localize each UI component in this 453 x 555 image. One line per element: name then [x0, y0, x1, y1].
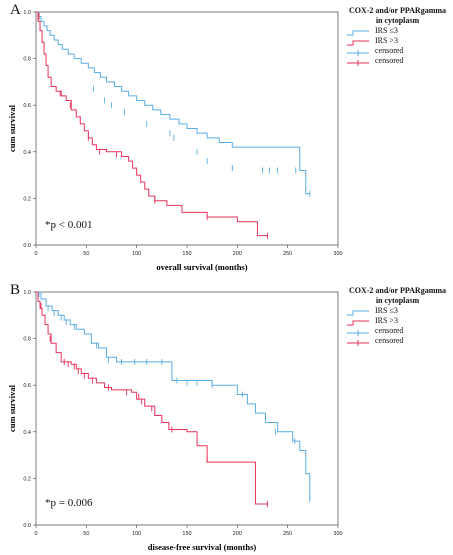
legend-entry-label: IRS ≤3 — [375, 306, 398, 315]
legend-entry-low: IRS ≤3 — [345, 306, 450, 316]
x-tick-label: 100 — [132, 251, 141, 257]
legend-entry-label: IRS >3 — [375, 36, 398, 45]
legend-entry-high: IRS >3 — [345, 36, 450, 46]
x-tick-label: 150 — [182, 531, 191, 537]
y-tick-label: 0.0 — [23, 243, 31, 249]
x-tick-label: 100 — [132, 531, 141, 537]
legend-entry-low: IRS ≤3 — [345, 26, 450, 36]
legend-entry-censored-high: censored — [345, 56, 450, 66]
legend-entry-label: censored — [375, 336, 404, 345]
y-tick-label: 0.6 — [23, 103, 31, 109]
survival-curve — [36, 11, 268, 237]
p-value-a: *p < 0.001 — [45, 219, 93, 231]
line-swatch-icon — [347, 310, 369, 316]
legend-a: COX-2 and/or PPARgamma in cytoplasm IRS … — [345, 6, 450, 66]
y-tick-label: 0.0 — [23, 523, 31, 529]
km-panel-a: A 0.0 0.2 0.4 0.6 0.8 1.0 0 50 100 150 200 250 300 ov… — [0, 0, 453, 275]
y-tick-label: 1.0 — [23, 290, 31, 296]
km-chart-b: 0.0 0.2 0.4 0.6 0.8 1.0 0 50 100 150 200 250 300 dise… — [7, 290, 343, 552]
legend-entry-label: censored — [375, 56, 404, 65]
y-tick-label: 1.0 — [23, 10, 31, 16]
x-tick-label: 150 — [182, 251, 191, 257]
x-tick-label: 200 — [233, 251, 242, 257]
x-axis-label: disease-free survival (months) — [148, 542, 257, 552]
plot-frame — [35, 291, 339, 526]
y-tick-label: 0.2 — [23, 476, 31, 482]
legend-entry-label: censored — [375, 326, 404, 335]
x-tick-label: 0 — [34, 531, 37, 537]
x-tick-label: 300 — [333, 251, 342, 257]
line-swatch-icon — [347, 30, 369, 36]
y-tick-label: 0.6 — [23, 383, 31, 389]
y-tick-label: 0.8 — [23, 57, 31, 63]
survival-curve — [36, 291, 268, 505]
x-tick-label: 250 — [283, 251, 292, 257]
y-tick-label: 0.2 — [23, 196, 31, 202]
legend-entry-censored-high: censored — [345, 336, 450, 346]
y-axis-label: cum survival — [7, 104, 17, 152]
censor-mark-icon — [347, 340, 369, 346]
x-axis-label: overall survival (months) — [156, 262, 247, 272]
legend-b: COX-2 and/or PPARgamma in cytoplasm IRS … — [345, 286, 450, 346]
legend-title-a: COX-2 and/or PPARgamma in cytoplasm — [348, 6, 447, 25]
legend-entry-high: IRS >3 — [345, 316, 450, 326]
legend-title-b: COX-2 and/or PPARgamma in cytoplasm — [348, 286, 447, 305]
censor-mark-icon — [347, 330, 369, 336]
survival-curve — [36, 291, 311, 500]
legend-entry-censored-low: censored — [345, 46, 450, 56]
y-axis-label: cum survival — [7, 384, 17, 432]
km-panel-b: B 0.0 0.2 0.4 0.6 0.8 1.0 0 50 100 150 200 250 300 di… — [0, 280, 453, 555]
line-swatch-icon — [347, 40, 369, 46]
legend-entry-label: IRS ≤3 — [375, 26, 398, 35]
p-value-b: *p = 0.006 — [45, 497, 93, 509]
censor-mark-icon — [347, 50, 369, 56]
x-tick-label: 0 — [34, 251, 37, 257]
x-tick-label: 300 — [333, 531, 342, 537]
survival-curve — [36, 11, 310, 195]
panel-letter-b: B — [10, 282, 21, 298]
legend-entry-label: IRS >3 — [375, 316, 398, 325]
x-tick-label: 200 — [233, 531, 242, 537]
panel-letter-a: A — [10, 2, 21, 18]
y-tick-label: 0.8 — [23, 337, 31, 343]
line-swatch-icon — [347, 320, 369, 326]
y-tick-label: 0.4 — [23, 430, 31, 436]
legend-entry-label: censored — [375, 46, 404, 55]
km-chart-a: 0.0 0.2 0.4 0.6 0.8 1.0 0 50 100 150 200 250 300 over… — [7, 10, 343, 272]
legend-entry-censored-low: censored — [345, 326, 450, 336]
censor-mark-icon — [347, 60, 369, 66]
x-tick-label: 50 — [83, 531, 89, 537]
x-tick-label: 250 — [283, 531, 292, 537]
x-tick-label: 50 — [83, 251, 89, 257]
y-tick-label: 0.4 — [23, 150, 31, 156]
